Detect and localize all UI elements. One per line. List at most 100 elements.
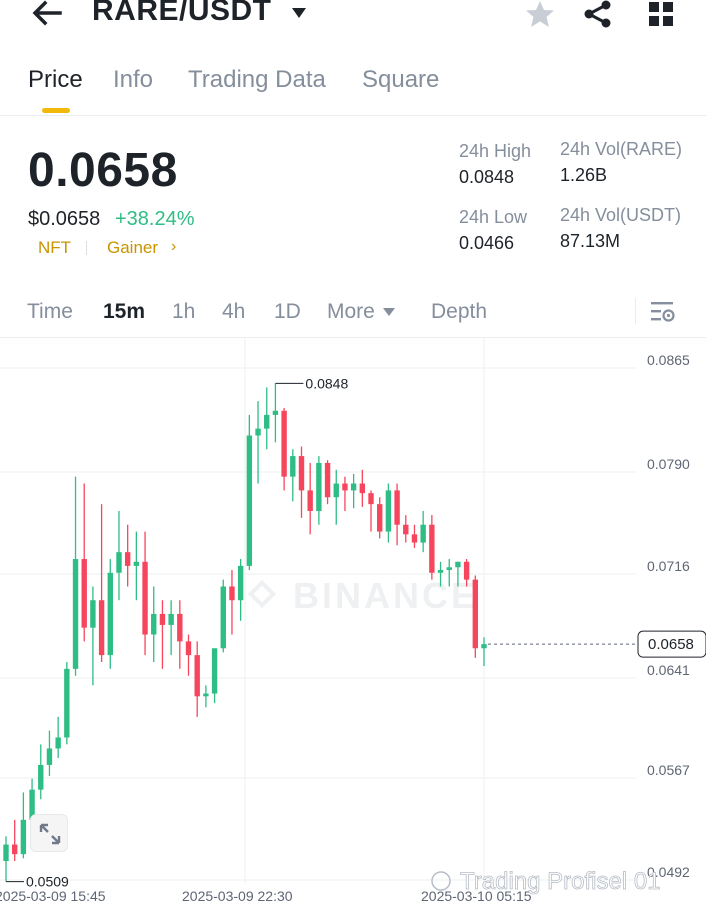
interval-depth[interactable]: Depth	[431, 300, 488, 323]
tab-price[interactable]: Price	[28, 66, 83, 93]
candle-body	[29, 789, 35, 820]
high-label: 24h High	[459, 141, 532, 161]
candle-body	[281, 410, 287, 477]
y-tick-label: 0.0492	[647, 864, 690, 880]
candle-body	[133, 561, 140, 566]
last-price: 0.0658	[28, 144, 178, 197]
candle-body	[98, 600, 105, 656]
overlay-watermark-text: Trading Profisel 01	[460, 868, 661, 895]
price-chart[interactable]: 0.0865 0.0790 0.0716 0.0641 0.0567 0.0492 BINA…	[0, 338, 706, 903]
interval-4h[interactable]: 4h	[222, 300, 246, 323]
chevron-right-icon[interactable]: ›	[171, 238, 177, 255]
x-tick-label: 2025-03-09 15:45	[0, 888, 106, 903]
candle-body	[342, 483, 348, 491]
candle-body	[429, 524, 435, 573]
candle-body	[307, 490, 313, 511]
back-arrow-icon[interactable]	[30, 0, 64, 28]
caret-down-icon[interactable]	[383, 308, 395, 317]
candle-body	[272, 410, 279, 415]
interval-15m[interactable]: 15m	[103, 300, 146, 323]
candle-body	[168, 613, 174, 625]
current-price-label: 0.0658	[648, 636, 694, 653]
current-price-box	[637, 630, 706, 658]
binance-logo-icon	[247, 579, 277, 609]
candle-body	[377, 504, 383, 532]
pair-title[interactable]: RARE/USDT	[92, 0, 272, 27]
candle-body	[194, 655, 200, 697]
min-price-label: 0.0509	[26, 874, 69, 890]
candle-body	[3, 844, 9, 862]
interval-more[interactable]: More	[327, 300, 375, 323]
tag-gainer[interactable]: Gainer	[107, 238, 159, 257]
low-value: 0.0466	[459, 233, 515, 253]
y-tick-label: 0.0567	[647, 762, 690, 778]
candle-body	[437, 570, 444, 573]
interval-1h[interactable]: 1h	[172, 300, 196, 323]
tab-trading-data[interactable]: Trading Data	[188, 66, 326, 93]
price-change-percent: +38.24%	[115, 208, 195, 230]
candle-body	[385, 490, 392, 532]
candle-body	[472, 579, 479, 649]
candle-body	[316, 462, 322, 511]
candle-body	[324, 462, 331, 498]
candle-body	[203, 693, 209, 697]
active-tab-indicator	[42, 108, 70, 113]
tab-info[interactable]: Info	[113, 66, 154, 93]
candle-body	[107, 572, 113, 656]
candle-body	[38, 764, 44, 790]
grid-icon[interactable]	[648, 1, 674, 27]
caret-down-icon[interactable]	[291, 7, 307, 19]
candlestick-chart[interactable]: 0.0865 0.0790 0.0716 0.0641 0.0567 0.0492 BINA…	[0, 338, 706, 903]
interval-1d[interactable]: 1D	[274, 300, 301, 323]
x-tick-label: 2025-03-09 22:30	[182, 888, 293, 903]
candle-body	[237, 565, 244, 601]
candle-body	[64, 668, 70, 738]
expand-icon	[39, 823, 61, 845]
x-tick-label: 2025-03-10 05:15	[421, 888, 532, 903]
expand-chart-button[interactable]	[30, 814, 68, 852]
candle-body	[350, 483, 357, 491]
interval-bar: Time 15m 1h 4h 1D More Depth	[0, 296, 706, 338]
candle-body	[394, 490, 400, 525]
tab-square[interactable]: Square	[362, 66, 440, 93]
share-icon[interactable]	[582, 0, 614, 28]
watermark-text: BINANCE	[293, 575, 478, 616]
candle-body	[246, 435, 253, 566]
candle-body	[264, 414, 270, 429]
candle-body	[72, 559, 79, 669]
candle-body	[298, 456, 305, 491]
tag-nft[interactable]: NFT	[38, 238, 72, 257]
star-icon[interactable]	[525, 0, 555, 28]
candle-body	[124, 552, 131, 566]
indicator-settings-icon[interactable]	[650, 300, 676, 324]
candle-body	[20, 819, 27, 855]
candle-body	[90, 600, 96, 628]
candle-body	[116, 552, 122, 573]
candle-body	[220, 586, 226, 649]
candle-body	[411, 534, 418, 543]
vol-base-label: 24h Vol(RARE)	[560, 139, 683, 159]
vol-quote-value: 87.13M	[560, 231, 621, 251]
candle-body	[446, 567, 452, 571]
candle-body	[403, 524, 409, 535]
tab-bar: Price Info Trading Data Square	[0, 60, 706, 116]
candle-body	[55, 737, 61, 749]
candle-body	[455, 561, 461, 568]
candle-body	[81, 559, 87, 628]
candle-body	[211, 648, 218, 694]
candle-body	[290, 456, 296, 477]
candle-body	[359, 483, 366, 494]
y-tick-label: 0.0716	[647, 558, 690, 574]
interval-time[interactable]: Time	[27, 300, 73, 323]
candle-body	[142, 561, 148, 635]
low-label: 24h Low	[459, 207, 528, 227]
candle-body	[333, 483, 339, 498]
tag-divider	[86, 241, 87, 255]
candle-body	[151, 613, 157, 635]
top-bar: RARE/USDT	[0, 0, 706, 36]
candle-body	[368, 493, 374, 505]
candle-body	[185, 641, 192, 656]
candle-body	[159, 613, 166, 625]
high-value: 0.0848	[459, 167, 515, 187]
y-tick-label: 0.0641	[647, 662, 690, 678]
